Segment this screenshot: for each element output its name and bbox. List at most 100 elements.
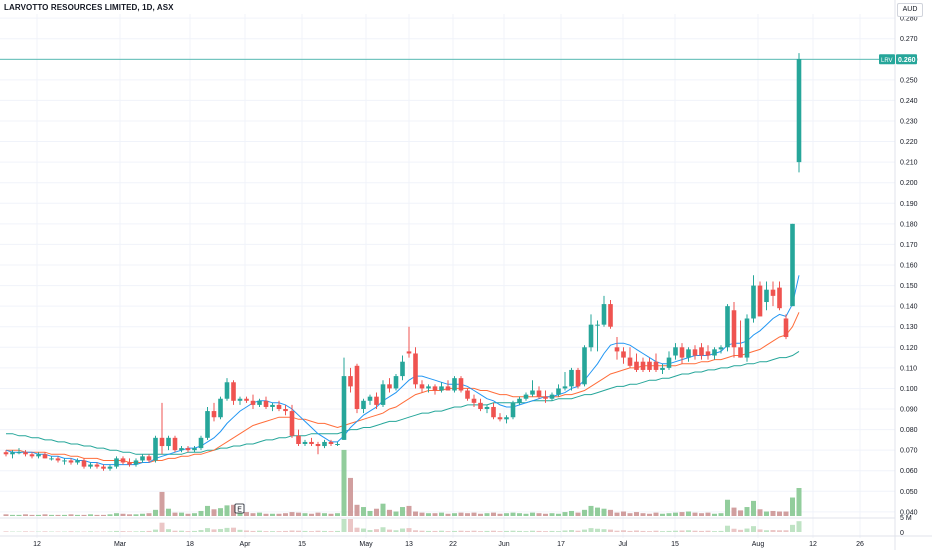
volume-bar xyxy=(140,513,145,516)
x-tick-label: 12 xyxy=(809,541,817,548)
volume-bar-lower xyxy=(120,531,126,532)
candle-body xyxy=(751,285,756,319)
volume-bar-lower xyxy=(432,530,438,532)
volume-bar-lower xyxy=(770,530,776,532)
volume-bar-lower xyxy=(679,530,685,532)
candle-body xyxy=(738,347,743,358)
candle-body xyxy=(224,382,230,399)
chart-title: LARVOTTO RESOURCES LIMITED, 1D, ASX xyxy=(4,3,174,12)
volume-bar xyxy=(660,513,665,516)
volume-bar-lower xyxy=(497,531,503,532)
volume-bar xyxy=(666,513,672,516)
volume-bar xyxy=(88,514,93,516)
volume-bar xyxy=(68,514,74,516)
volume-bar-lower xyxy=(244,530,249,532)
y-tick-label: 0.240 xyxy=(900,98,918,105)
volume-bar-lower xyxy=(744,528,750,532)
volume-bar-lower xyxy=(445,531,451,532)
volume-bar xyxy=(3,514,9,516)
y-tick-label: 0.210 xyxy=(900,160,918,167)
volume-bar-lower xyxy=(153,529,158,532)
volume-bar-lower xyxy=(367,530,373,532)
y-tick-label: 0.180 xyxy=(900,221,918,228)
volume-bar xyxy=(458,512,464,516)
volume-bar xyxy=(120,513,126,516)
candle-body xyxy=(504,417,509,420)
volume-bar xyxy=(582,509,587,516)
volume-bar-lower xyxy=(296,530,301,532)
volume-bar-lower xyxy=(361,528,366,532)
candle-body xyxy=(23,452,28,455)
volume-bar-lower xyxy=(621,530,626,532)
candle-body xyxy=(185,448,191,451)
candle-body xyxy=(88,464,93,467)
candlesticks xyxy=(3,53,802,471)
candle-body xyxy=(107,466,113,469)
y-tick-label: 0.280 xyxy=(900,16,918,23)
volume-bar-lower xyxy=(536,530,542,532)
candle-body xyxy=(796,59,802,163)
candle-body xyxy=(608,304,613,327)
volume-bar xyxy=(705,512,711,516)
candle-body xyxy=(127,462,132,465)
candle-body xyxy=(400,361,405,377)
candle-body xyxy=(153,437,158,461)
candle-body xyxy=(406,351,412,354)
candle-body xyxy=(198,437,204,449)
y-tick-label: 0.230 xyxy=(900,118,918,125)
candle-body xyxy=(322,441,327,447)
candle-body xyxy=(166,437,171,447)
volume-bar-lower xyxy=(569,530,574,532)
volume-bar-lower xyxy=(237,529,243,532)
volume-bar xyxy=(348,477,353,516)
candle-body xyxy=(491,406,496,418)
candle-body xyxy=(660,367,665,370)
candle-body xyxy=(289,411,295,436)
candle-body xyxy=(419,384,425,389)
y-tick-label: 0.170 xyxy=(900,242,918,249)
volume-bar-lower xyxy=(270,531,275,532)
volume-bar xyxy=(595,507,600,516)
volume-bar-lower xyxy=(328,531,334,532)
volume-bar xyxy=(484,513,490,516)
volume-bar-lower xyxy=(699,530,704,532)
volume-bar xyxy=(536,513,542,516)
candle-body xyxy=(361,400,366,410)
candle-body xyxy=(140,456,145,461)
volume-bar xyxy=(491,512,496,516)
candle-body xyxy=(42,454,48,459)
volume-bar xyxy=(712,513,717,516)
volume-bar-lower xyxy=(335,530,340,532)
earnings-marker[interactable]: E xyxy=(234,503,245,514)
x-tick-label: 22 xyxy=(449,541,457,548)
candle-body xyxy=(439,386,444,391)
candle-body xyxy=(101,466,106,469)
candle-body xyxy=(432,386,438,391)
candle-body xyxy=(263,400,269,407)
price-tag: LRV 0.260 xyxy=(879,54,917,65)
candle-body xyxy=(777,287,782,309)
volume-bar-lower xyxy=(673,530,678,532)
volume-bar xyxy=(777,511,782,516)
candle-body xyxy=(114,458,119,467)
price-tag-symbol-bg xyxy=(879,54,895,65)
price-tag-value: 0.260 xyxy=(898,57,916,64)
volume-bar-lower xyxy=(439,530,444,532)
candle-body xyxy=(647,361,652,370)
volume-bar-lower xyxy=(263,531,269,532)
volume-bar-lower xyxy=(471,530,477,532)
volume-bar-lower xyxy=(198,530,204,532)
candle-body xyxy=(497,417,503,420)
candle-body xyxy=(458,378,464,391)
volume-bar-lower xyxy=(666,530,672,532)
candle-body xyxy=(556,388,561,395)
currency-button[interactable]: AUD xyxy=(897,3,923,17)
volume-bar xyxy=(640,513,646,516)
volume-bar xyxy=(62,514,67,516)
volume-bar xyxy=(569,510,574,516)
y-tick-label: 0.070 xyxy=(900,448,918,455)
candle-body xyxy=(530,390,535,395)
